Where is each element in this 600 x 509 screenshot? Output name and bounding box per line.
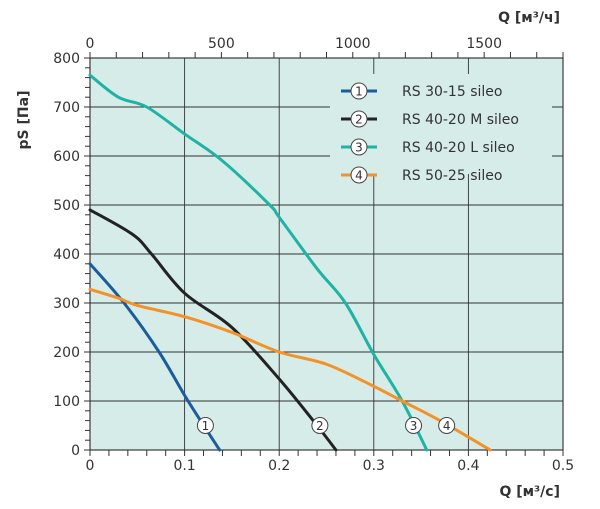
legend-entry: RS 40-20 L sileo <box>402 140 515 156</box>
legend-marker-circle <box>350 82 368 100</box>
y-tick-label: 700 <box>53 100 80 116</box>
series-marker-circle <box>405 417 423 434</box>
series-line-4 <box>88 287 492 452</box>
x2-axis-label: Q [м³/ч] <box>498 10 560 26</box>
y-tick-label: 600 <box>53 149 80 165</box>
legend-marker-label: 2 <box>355 113 363 127</box>
series-marker-label: 3 <box>410 419 418 433</box>
y-tick-label: 400 <box>53 247 80 263</box>
y-axis-label: pS [Па] <box>16 91 32 150</box>
legend-marker-label: 4 <box>355 169 363 183</box>
x2-tick-label: 1500 <box>466 36 502 52</box>
x-tick-label: 0.4 <box>457 458 479 474</box>
series-marker-circle <box>438 417 456 434</box>
legend-marker-circle <box>350 138 368 156</box>
series-marker-label: 1 <box>202 419 210 433</box>
ticks: 0 0.1 0.2 0.3 0.4 0.50 500 1000 1500010020030040… <box>53 36 574 474</box>
x2-tick-label: 1000 <box>335 36 371 52</box>
y-tick-label: 300 <box>53 296 80 312</box>
x2-tick-label: 0 <box>86 36 95 52</box>
y-tick-label: 500 <box>53 198 80 214</box>
x-tick-label: 0.2 <box>268 458 290 474</box>
x-tick-label: 0.5 <box>552 458 574 474</box>
legend-marker-circle <box>350 166 368 184</box>
series-line-1 <box>88 262 222 452</box>
legend-marker-circle <box>350 110 368 128</box>
legend-marker-label: 3 <box>355 141 363 155</box>
x-tick-label: 0.3 <box>363 458 385 474</box>
legend-marker-label: 1 <box>355 85 363 99</box>
legend-entry: RS 40-20 M sileo <box>402 112 519 128</box>
grid <box>84 57 564 451</box>
series-line-3 <box>88 73 429 452</box>
series-lines: 1 2 3 4 <box>88 73 492 452</box>
y-tick-label: 0 <box>71 443 80 459</box>
series-marker-circle <box>311 417 329 434</box>
y-tick-label: 800 <box>53 51 80 67</box>
y-tick-label: 200 <box>53 345 80 361</box>
series-marker-label: 4 <box>443 419 451 433</box>
x-tick-label: 0 <box>86 458 95 474</box>
x-axis-label: Q [м³/с] <box>499 484 560 500</box>
legend-entry: RS 50-25 sileo <box>402 168 502 184</box>
legend: 1 RS 30-15 sileo 2 RS 40-20 M sileo 3 RS 40-2… <box>330 74 552 184</box>
series-marker-circle <box>196 417 214 434</box>
x-tick-label: 0.1 <box>173 458 195 474</box>
series-marker-label: 2 <box>316 419 324 433</box>
x2-tick-label: 500 <box>208 36 235 52</box>
legend-entry: RS 30-15 sileo <box>402 84 502 100</box>
y-tick-label: 100 <box>53 394 80 410</box>
